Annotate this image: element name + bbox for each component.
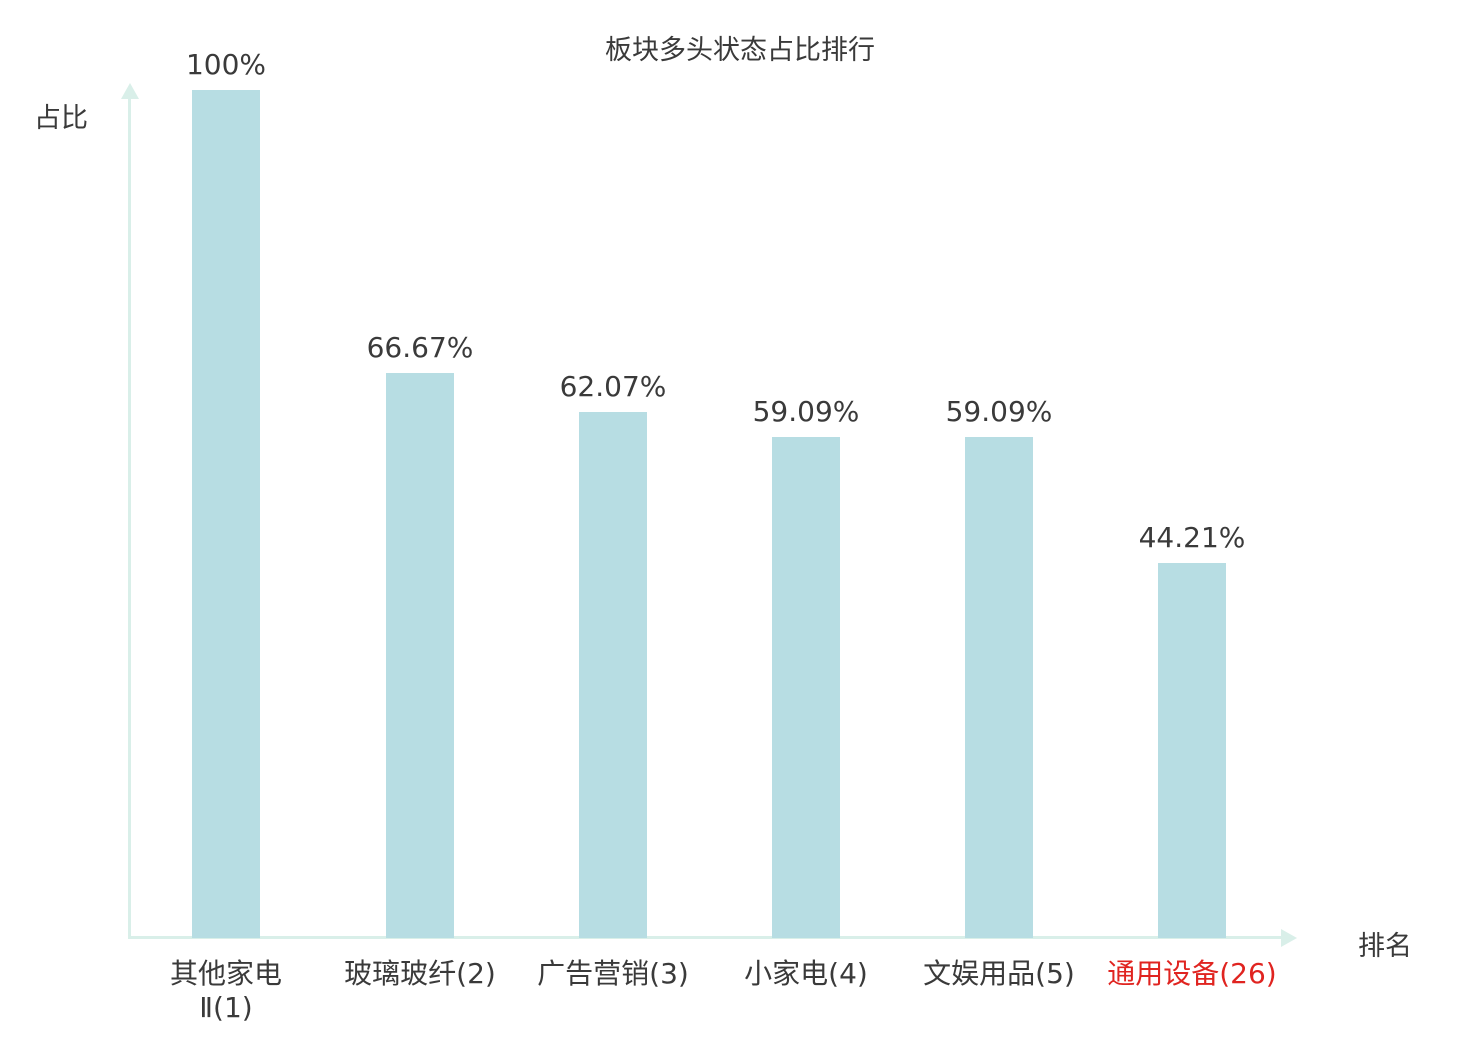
y-axis-line: [128, 98, 131, 939]
y-axis-arrow-icon: [121, 83, 139, 99]
bar: [386, 373, 454, 938]
bar: [1158, 563, 1226, 938]
bar-value-label: 100%: [185, 48, 267, 81]
x-axis-label: 排名: [1358, 931, 1412, 962]
x-axis-line: [128, 936, 1283, 939]
bar-value-label: 62.07%: [559, 370, 667, 403]
x-axis-arrow-icon: [1281, 928, 1297, 947]
bar-value-label: 59.09%: [752, 395, 860, 428]
category-label: 玻璃玻纤(2): [344, 957, 496, 990]
bar-value-label: 66.67%: [366, 331, 474, 364]
bar: [579, 412, 647, 938]
bar-value-label: 59.09%: [945, 395, 1053, 428]
bar: [965, 437, 1033, 938]
category-label: 其他家电 Ⅱ(1): [169, 957, 283, 1024]
chart-title: 板块多头状态占比排行: [605, 35, 875, 66]
category-label: 广告营销(3): [537, 957, 689, 990]
category-label: 小家电(4): [744, 957, 868, 990]
category-label: 文娱用品(5): [923, 957, 1075, 990]
y-axis-label: 占比: [34, 103, 88, 134]
bar-value-label: 44.21%: [1138, 521, 1246, 554]
category-label: 通用设备(26): [1107, 957, 1277, 990]
bar: [772, 437, 840, 938]
bar: [192, 90, 260, 938]
